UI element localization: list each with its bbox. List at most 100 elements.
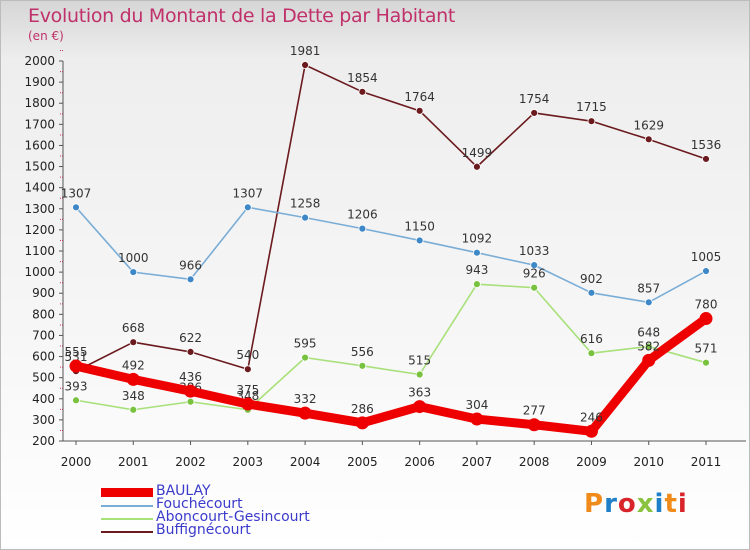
data-point-buffign-court [644, 135, 653, 144]
x-tick-label: 2005 [347, 455, 378, 469]
y-tick-label: 800 [32, 307, 55, 321]
data-point-aboncourt-gesincourt [358, 361, 367, 370]
chart-title: Evolution du Montant de la Dette par Hab… [28, 5, 456, 27]
data-label-baulay: 286 [351, 402, 374, 416]
data-point-buffign-court [243, 365, 252, 374]
data-point-baulay [584, 424, 598, 438]
x-tick-label: 2010 [633, 455, 664, 469]
y-tick-label: 900 [32, 286, 55, 300]
data-label-buffign-court: 1629 [633, 118, 664, 132]
data-label-fouch-court: 902 [580, 272, 603, 286]
chart-unit: (en €) [28, 29, 64, 43]
data-label-baulay: 492 [122, 358, 145, 372]
data-point-fouch-court [587, 288, 596, 297]
data-label-baulay: 436 [179, 370, 202, 384]
y-tick-label: 1100 [24, 244, 55, 258]
data-label-baulay: 246 [580, 410, 603, 424]
data-label-aboncourt-gesincourt: 515 [408, 354, 431, 368]
data-point-aboncourt-gesincourt [129, 405, 138, 414]
data-label-fouch-court: 1206 [347, 208, 378, 222]
data-point-fouch-court [243, 203, 252, 212]
data-point-fouch-court [301, 213, 309, 222]
data-point-baulay [527, 418, 541, 432]
data-point-fouch-court [358, 224, 367, 233]
data-label-aboncourt-gesincourt: 616 [580, 332, 603, 346]
y-tick-label: 400 [32, 392, 55, 406]
data-point-buffign-court [186, 348, 195, 356]
series-line-aboncourt-gesincourt [75, 283, 707, 411]
legend-swatch [101, 488, 153, 497]
data-point-baulay [241, 397, 255, 411]
x-tick-label: 2006 [404, 455, 435, 469]
data-point-fouch-court [530, 261, 539, 270]
data-point-aboncourt-gesincourt [644, 342, 653, 351]
x-tick-label: 2009 [576, 455, 607, 469]
data-label-baulay: 277 [523, 404, 546, 418]
data-label-buffign-court: 668 [122, 321, 145, 335]
logo-letter: o [617, 489, 637, 519]
data-label-aboncourt-gesincourt: 943 [465, 263, 488, 277]
data-label-fouch-court: 1005 [691, 250, 722, 264]
data-point-aboncourt-gesincourt [301, 353, 309, 362]
y-tick-label: 1900 [24, 75, 55, 89]
data-point-buffign-court [702, 155, 710, 163]
data-label-fouch-court: 966 [179, 258, 202, 272]
data-label-buffign-court: 1754 [519, 92, 550, 106]
data-label-fouch-court: 1258 [290, 197, 321, 211]
data-point-aboncourt-gesincourt [530, 283, 539, 292]
data-label-aboncourt-gesincourt: 648 [637, 325, 660, 339]
data-label-fouch-court: 1307 [233, 186, 264, 200]
data-label-buffign-court: 1536 [691, 138, 722, 152]
data-label-baulay: 780 [695, 298, 718, 312]
data-point-fouch-court [129, 268, 138, 277]
proxiti-logo: Proxiti [584, 489, 688, 519]
data-point-aboncourt-gesincourt [702, 358, 710, 367]
data-point-fouch-court [415, 236, 424, 245]
data-point-buffign-court [129, 338, 138, 347]
data-point-baulay [470, 412, 484, 426]
x-tick-label: 2003 [233, 455, 264, 469]
data-label-baulay: 582 [637, 339, 660, 353]
data-point-buffign-court [587, 117, 596, 126]
y-tick-label: 300 [32, 413, 55, 427]
data-label-aboncourt-gesincourt: 556 [351, 345, 374, 359]
y-tick-label: 1500 [24, 160, 55, 174]
legend-label: Fouchécourt [156, 496, 243, 512]
logo-letter: P [584, 489, 605, 519]
y-tick-label: 1800 [24, 96, 55, 110]
data-point-baulay [184, 384, 198, 398]
data-point-buffign-court [301, 61, 309, 69]
data-point-fouch-court [473, 248, 481, 257]
data-label-buffign-court: 1764 [404, 90, 435, 104]
data-point-fouch-court [702, 267, 710, 275]
data-point-buffign-court [530, 109, 539, 117]
y-tick-label: 1400 [24, 181, 55, 195]
data-label-buffign-court: 1715 [576, 100, 607, 114]
legend-swatch [101, 504, 153, 507]
y-tick-label: 600 [32, 350, 55, 364]
data-point-fouch-court [72, 203, 80, 212]
y-tick-label: 700 [32, 328, 55, 342]
logo-letter: i [677, 489, 688, 519]
data-point-baulay [413, 400, 427, 414]
data-label-aboncourt-gesincourt: 926 [523, 267, 546, 281]
data-point-baulay [699, 312, 713, 326]
data-point-baulay [126, 372, 140, 386]
data-point-baulay [642, 353, 656, 367]
data-label-baulay: 375 [236, 383, 259, 397]
series-line-baulay [74, 314, 709, 436]
series-line-fouch-court [75, 206, 707, 304]
data-point-aboncourt-gesincourt [186, 397, 195, 406]
data-label-buffign-court: 1499 [462, 146, 493, 160]
data-point-fouch-court [186, 275, 195, 284]
data-label-baulay: 363 [408, 386, 431, 400]
logo-letter: i [654, 489, 665, 519]
y-tick-label: 1600 [24, 138, 55, 152]
data-label-baulay: 304 [465, 398, 488, 412]
y-tick-label: 200 [32, 434, 55, 448]
data-label-buffign-court: 1981 [290, 44, 321, 58]
x-tick-label: 2007 [462, 455, 493, 469]
data-point-buffign-court [358, 87, 367, 96]
data-label-buffign-court: 531 [65, 350, 88, 364]
